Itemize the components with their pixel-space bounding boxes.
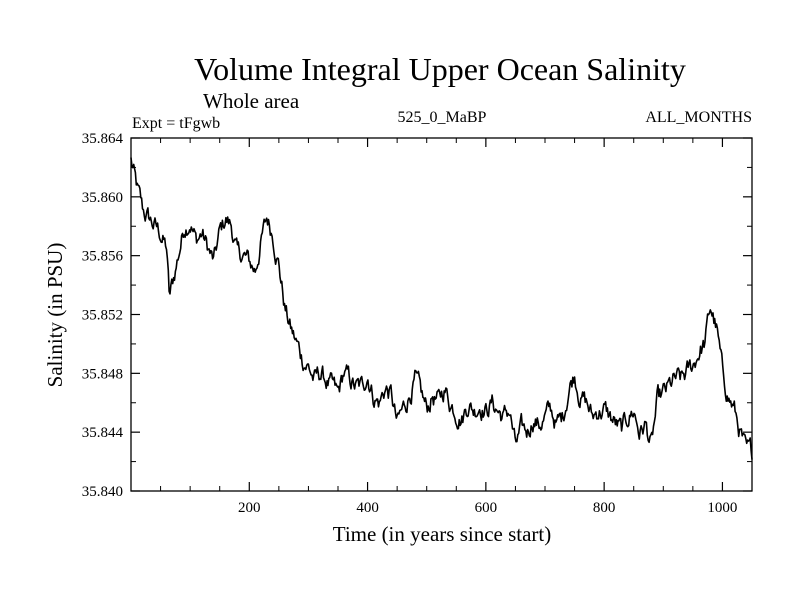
x-tick-label: 600 <box>475 500 498 516</box>
salinity-series-line <box>130 157 753 460</box>
y-tick-label: 35.864 <box>82 131 124 147</box>
y-tick-label: 35.860 <box>82 190 123 206</box>
chart-title: Volume Integral Upper Ocean Salinity <box>194 51 686 87</box>
x-tick-label: 1000 <box>707 500 737 516</box>
y-tick-label: 35.840 <box>82 484 123 500</box>
run-label: 525_0_MaBP <box>398 109 487 126</box>
x-tick-label: 400 <box>356 500 379 516</box>
plot-frame <box>130 137 753 492</box>
chart-subtitle: Whole area <box>203 89 300 113</box>
y-tick-label: 35.848 <box>82 366 123 382</box>
y-tick-label: 35.852 <box>82 308 123 324</box>
x-tick-label: 200 <box>238 500 261 516</box>
period-label: ALL_MONTHS <box>645 109 752 126</box>
axis-tick-labels: 200 400 600 800 1000 35.840 35.844 35.848 35.852… <box>82 131 738 516</box>
y-tick-label: 35.844 <box>82 425 124 441</box>
y-axis-label: Salinity (in PSU) <box>43 243 67 388</box>
x-tick-label: 800 <box>593 500 616 516</box>
experiment-label: Expt = tFgwb <box>132 115 220 132</box>
axis-ticks <box>131 137 752 492</box>
x-axis-label: Time (in years since start) <box>333 522 552 546</box>
y-tick-label: 35.856 <box>82 249 124 265</box>
